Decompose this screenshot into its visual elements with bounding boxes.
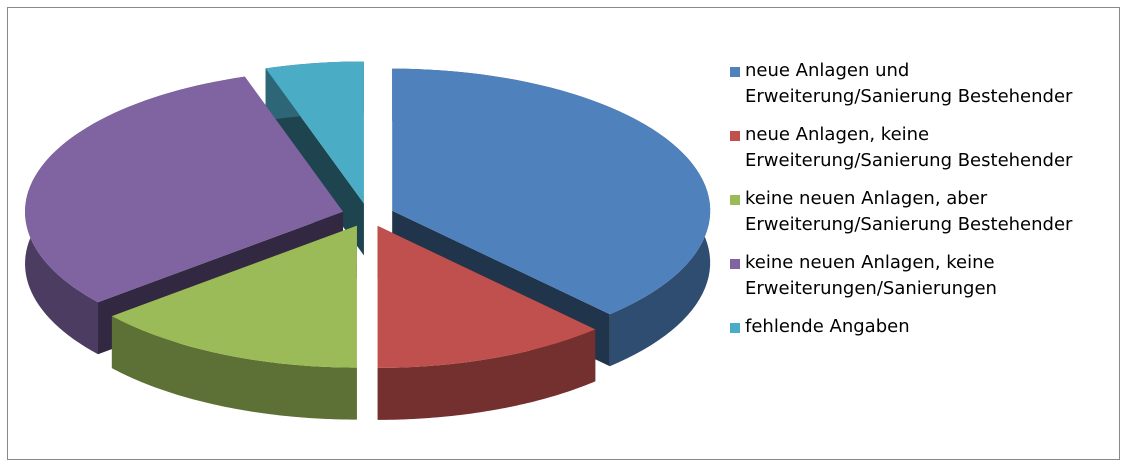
legend-swatch bbox=[730, 259, 740, 269]
legend-label: neue Anlagen und Erweiterung/Sanierung B… bbox=[745, 60, 1073, 107]
chart-frame bbox=[7, 7, 1120, 460]
slice-top bbox=[377, 225, 596, 368]
legend-swatch bbox=[730, 67, 740, 77]
slice-outer-wall bbox=[111, 316, 357, 420]
legend: neue Anlagen und Erweiterung/Sanierung B… bbox=[730, 58, 1122, 352]
legend-label: keine neuen Anlagen, keine Erweiterungen… bbox=[745, 252, 997, 299]
slice-top bbox=[265, 61, 364, 204]
legend-item: fehlende Angaben bbox=[730, 314, 1122, 340]
slice-top bbox=[111, 225, 357, 368]
slice-top bbox=[392, 68, 711, 315]
legend-item: neue Anlagen, keine Erweiterung/Sanierun… bbox=[730, 122, 1122, 174]
slice-outer-wall bbox=[377, 329, 596, 420]
pie-slice bbox=[111, 225, 357, 420]
pie-slice bbox=[377, 225, 596, 420]
legend-swatch bbox=[730, 323, 740, 333]
legend-swatch bbox=[730, 131, 740, 141]
legend-item: keine neuen Anlagen, aber Erweiterung/Sa… bbox=[730, 186, 1122, 238]
pie-area bbox=[25, 61, 711, 420]
slice-top bbox=[25, 76, 344, 303]
legend-label: fehlende Angaben bbox=[745, 316, 910, 337]
legend-label: keine neuen Anlagen, aber Erweiterung/Sa… bbox=[745, 188, 1073, 235]
legend-item: keine neuen Anlagen, keine Erweiterungen… bbox=[730, 250, 1122, 302]
legend-swatch bbox=[730, 195, 740, 205]
legend-item: neue Anlagen und Erweiterung/Sanierung B… bbox=[730, 58, 1122, 110]
legend-label: neue Anlagen, keine Erweiterung/Sanierun… bbox=[745, 124, 1073, 171]
